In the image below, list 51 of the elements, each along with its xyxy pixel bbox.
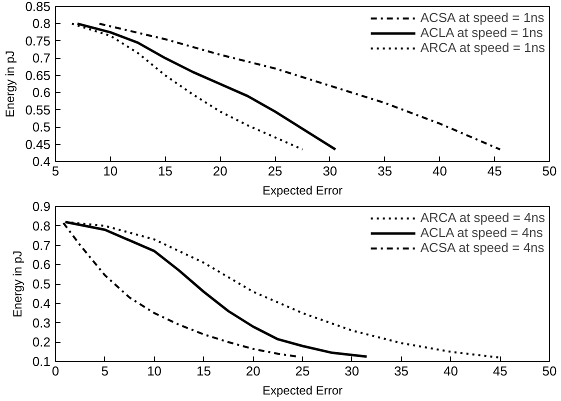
x-tick-label: 25 — [295, 364, 310, 378]
x-axis-title: Expected Error — [262, 384, 343, 398]
y-tick-label: 0.8 — [32, 218, 51, 234]
y-tick-label: 0.45 — [25, 136, 51, 152]
y-axis-title: Energy in pJ — [3, 50, 18, 118]
x-tick-label: 50 — [542, 164, 557, 178]
x-tick-label: 20 — [212, 164, 228, 178]
y-tick-label: 0.7 — [32, 50, 51, 66]
x-tick-label: 40 — [432, 164, 447, 178]
x-tick-label: 15 — [158, 164, 173, 178]
y-tick-label: 0.5 — [32, 120, 51, 135]
y-tick-label: 0.9 — [32, 199, 51, 214]
x-tick-label: 25 — [268, 164, 282, 178]
x-tick-label: 35 — [378, 164, 392, 178]
line-series — [76, 22, 337, 151]
x-tick-label: 10 — [147, 364, 162, 378]
y-tick-label: 0.4 — [32, 154, 51, 169]
legend-label: ACLA at speed = 4ns — [420, 225, 543, 240]
y-tick-label: 0.85 — [25, 0, 51, 14]
x-tick-label: 0 — [52, 364, 60, 378]
x-tick-label: 40 — [443, 364, 458, 378]
x-axis-title: Expected Error — [262, 184, 343, 198]
legend-label: ACLA at speed = 1ns — [420, 25, 543, 40]
x-tick-label: 35 — [394, 364, 409, 378]
y-tick-label: 0.55 — [25, 102, 51, 118]
x-tick-label: 20 — [246, 364, 260, 378]
x-tick-label: 15 — [196, 364, 211, 378]
y-tick-label: 0.3 — [32, 315, 51, 330]
y-tick-label: 0.75 — [25, 33, 51, 48]
x-tick-label: 30 — [322, 164, 338, 178]
y-tick-label: 0.4 — [32, 296, 51, 311]
y-tick-label: 0.7 — [32, 238, 51, 253]
x-tick-label: 45 — [492, 364, 508, 378]
y-tick-label: 0.5 — [32, 276, 51, 292]
y-tick-label: 0.65 — [25, 68, 51, 83]
y-tick-label: 0.2 — [32, 334, 51, 350]
x-tick-label: 45 — [487, 164, 502, 178]
legend-label: ARCA at speed = 1ns — [420, 40, 545, 55]
x-tick-label: 5 — [101, 364, 109, 378]
y-tick-label: 0.6 — [32, 257, 51, 272]
y-tick-label: 0.1 — [32, 354, 51, 369]
y-tick-label: 0.8 — [32, 16, 51, 32]
x-tick-label: 10 — [103, 164, 118, 178]
legend-label: ACSA at speed = 4ns — [420, 240, 544, 255]
y-axis-title: Energy in pJ — [10, 250, 24, 318]
x-tick-label: 5 — [52, 164, 60, 178]
legend-label: ACSA at speed = 1ns — [420, 10, 544, 25]
y-tick-label: 0.6 — [32, 85, 51, 100]
x-tick-label: 50 — [542, 364, 557, 378]
x-tick-label: 30 — [344, 364, 360, 378]
legend-label: ARCA at speed = 4ns — [420, 210, 545, 225]
